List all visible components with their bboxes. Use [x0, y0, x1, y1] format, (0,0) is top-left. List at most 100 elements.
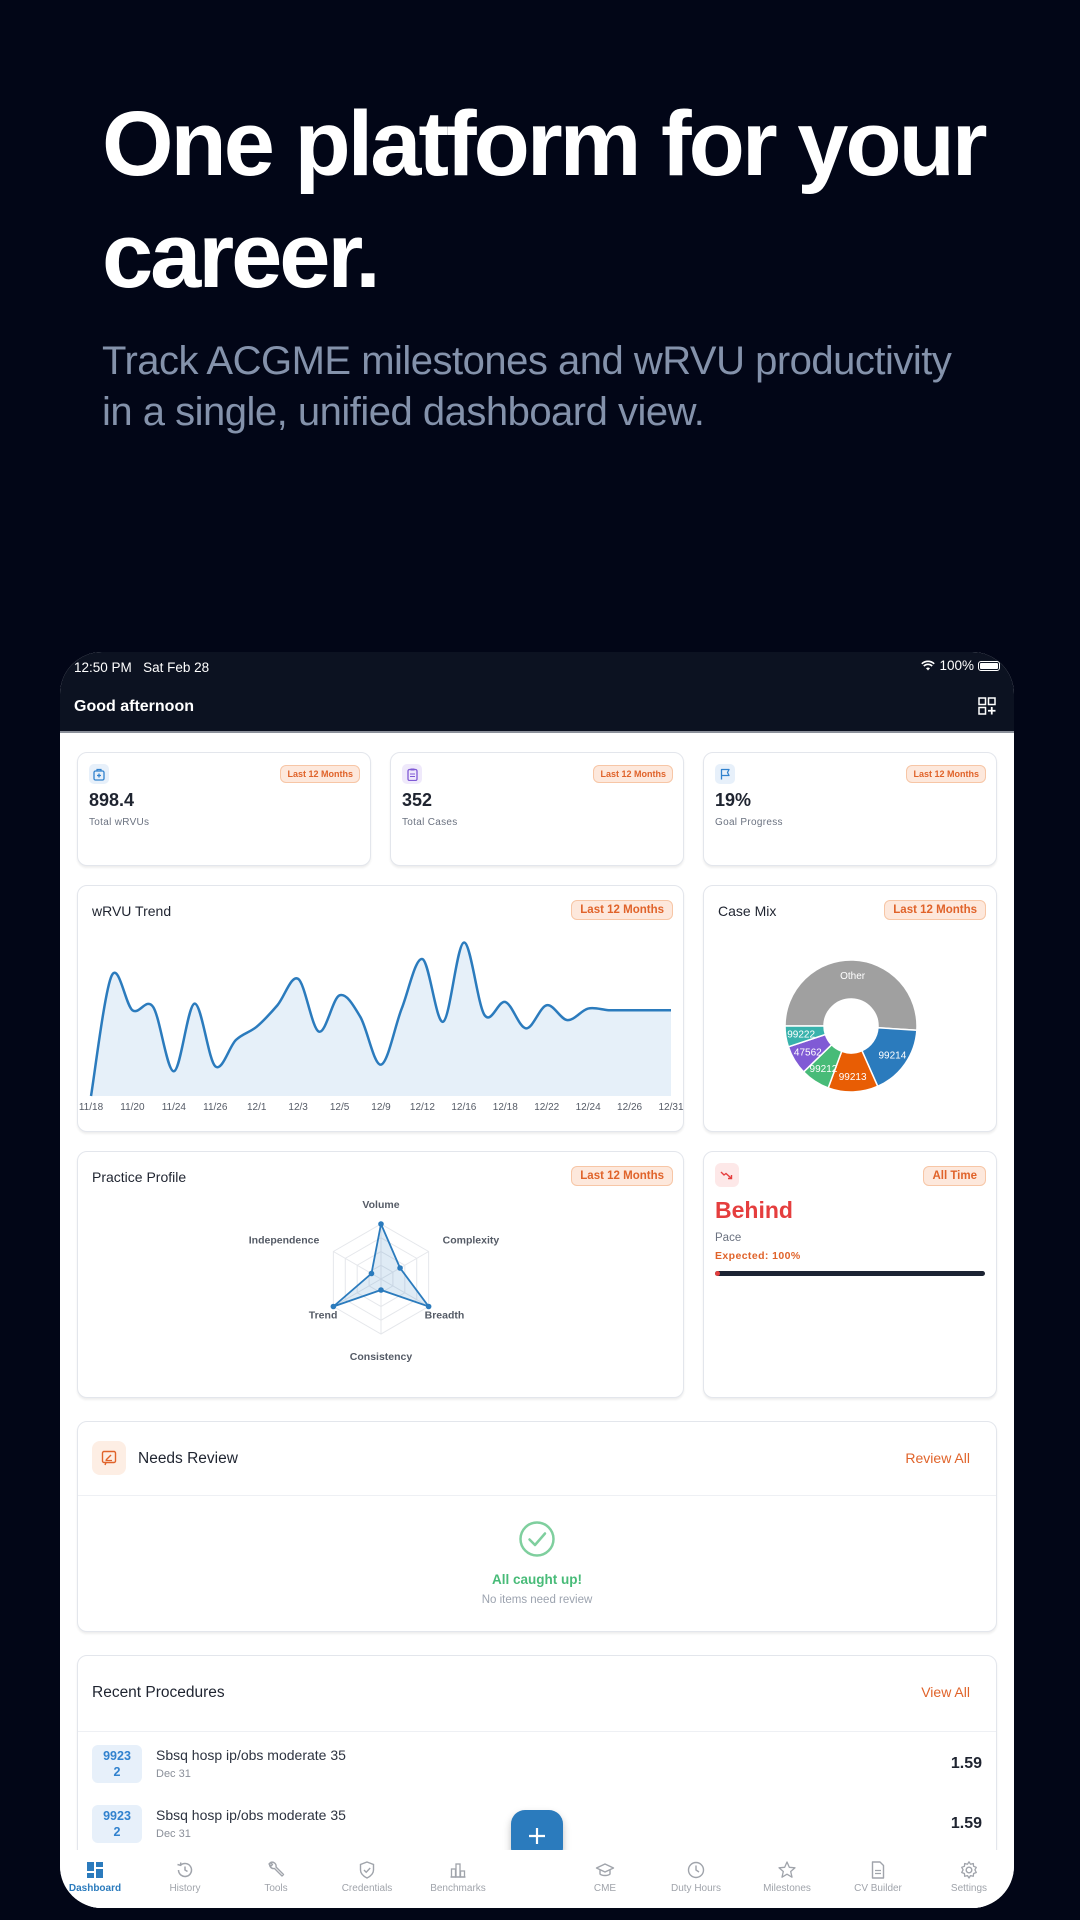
nav-credentials[interactable]: Credentials [323, 1860, 411, 1894]
svg-text:99213: 99213 [839, 1072, 867, 1083]
procedure-code: 9923 2 [92, 1745, 142, 1783]
procedure-code-line1: 9923 [103, 1809, 131, 1823]
customize-widgets-icon[interactable] [978, 697, 996, 715]
pace-expected: Expected: 100% [715, 1250, 801, 1262]
device-screen: 12:50 PM Sat Feb 28 100% Good afternoon … [60, 652, 1014, 1908]
stat-card-wrvus[interactable]: Last 12 Months 898.4 Total wRVUs [77, 752, 371, 866]
procedure-description: Sbsq hosp ip/obs moderate 35 [156, 1807, 346, 1823]
nav-cv-builder[interactable]: CV Builder [834, 1860, 922, 1894]
app-header: 12:50 PM Sat Feb 28 100% Good afternoon [60, 652, 1014, 733]
svg-text:12/12: 12/12 [410, 1102, 435, 1113]
procedure-wrvu: 1.59 [950, 1755, 982, 1772]
procedure-date: Dec 31 [156, 1768, 191, 1780]
shield-check-icon [359, 1861, 375, 1879]
card-title: wRVU Trend [92, 903, 172, 919]
needs-review-card: Needs Review Review All All caught up! N… [77, 1421, 997, 1632]
status-date: Sat Feb 28 [143, 660, 210, 675]
svg-text:Trend: Trend [309, 1310, 338, 1322]
clipboard-icon [402, 764, 422, 784]
document-icon [871, 1861, 885, 1879]
battery-percent: 100% [939, 658, 974, 673]
stat-label: Total Cases [402, 817, 458, 828]
stat-value: 19% [715, 790, 752, 810]
wrench-icon [268, 1861, 285, 1877]
empty-state-subtitle: No items need review [481, 1594, 593, 1606]
svg-text:12/5: 12/5 [330, 1102, 350, 1113]
stat-card-cases[interactable]: Last 12 Months 352 Total Cases [390, 752, 684, 866]
nav-dashboard[interactable]: Dashboard [60, 1860, 139, 1894]
nav-label: Settings [950, 1883, 988, 1894]
stat-label: Total wRVUs [89, 817, 150, 828]
nav-label: Dashboard [68, 1883, 122, 1894]
status-time: 12:50 PM [74, 660, 132, 675]
practice-profile-radar-chart[interactable]: Volume Complexity Breadth Consistency Trend I… [78, 1152, 685, 1399]
procedure-code: 9923 2 [92, 1805, 142, 1843]
nav-history[interactable]: History [141, 1860, 229, 1894]
stat-card-goal[interactable]: Last 12 Months 19% Goal Progress [703, 752, 997, 866]
bottom-nav: Dashboard History Tools Credentials Benc… [60, 1850, 1014, 1908]
history-icon [177, 1862, 193, 1878]
stat-value: 352 [402, 790, 433, 810]
status-indicators: 100% [921, 658, 1000, 673]
wrvu-trend-chart[interactable]: 11/18 11/20 11/24 11/26 12/1 12/3 12/5 12/9 12/1… [78, 886, 685, 1133]
svg-text:47562: 47562 [794, 1048, 822, 1059]
nav-label: Milestones [763, 1883, 811, 1894]
svg-text:11/26: 11/26 [203, 1102, 228, 1113]
check-circle-icon [519, 1521, 555, 1557]
clock-icon [687, 1861, 705, 1879]
svg-text:12/26: 12/26 [617, 1102, 642, 1113]
gear-icon [961, 1861, 977, 1879]
svg-text:12/22: 12/22 [534, 1102, 559, 1113]
nav-milestones[interactable]: Milestones [743, 1860, 831, 1894]
procedure-code-line2: 2 [113, 1825, 121, 1839]
status-time-date: 12:50 PM Sat Feb 28 [74, 660, 209, 675]
procedure-code-line1: 9923 [103, 1749, 131, 1763]
svg-text:99212: 99212 [810, 1064, 838, 1075]
plus-icon [529, 1828, 545, 1844]
empty-state-title: All caught up! [492, 1572, 582, 1587]
svg-text:12/18: 12/18 [493, 1102, 518, 1113]
nav-cme[interactable]: CME [561, 1860, 649, 1894]
nav-label: Benchmarks [430, 1883, 486, 1894]
svg-text:11/18: 11/18 [79, 1102, 104, 1113]
graduation-cap-icon [595, 1863, 615, 1877]
procedure-row[interactable]: 9923 2 Sbsq hosp ip/obs moderate 35 Dec … [78, 1805, 996, 1861]
review-icon [92, 1441, 126, 1475]
nav-benchmarks[interactable]: Benchmarks [414, 1860, 502, 1894]
svg-text:12/31: 12/31 [658, 1102, 683, 1113]
period-badge: Last 12 Months [593, 765, 673, 783]
nav-settings[interactable]: Settings [925, 1860, 1013, 1894]
hero-title: One platform for your career. [102, 93, 988, 307]
period-badge: Last 12 Months [884, 900, 986, 920]
nav-duty-hours[interactable]: Duty Hours [652, 1860, 740, 1894]
view-all-link[interactable]: View All [921, 1684, 970, 1700]
svg-text:Other: Other [840, 971, 866, 982]
pace-progress-fill [715, 1271, 721, 1276]
nav-label: Duty Hours [670, 1883, 721, 1894]
medical-bag-icon [89, 764, 109, 784]
nav-tools[interactable]: Tools [232, 1860, 320, 1894]
dashboard-icon [87, 1862, 103, 1878]
nav-label: CV Builder [854, 1883, 902, 1894]
hero-subtitle: Track ACGME milestones and wRVU producti… [102, 339, 952, 434]
practice-profile-card: Practice Profile Last 12 Months Volume Co… [77, 1151, 684, 1398]
flag-icon [715, 764, 735, 784]
pace-card[interactable]: All Time Behind Pace Expected: 100% [703, 1151, 997, 1398]
review-all-link[interactable]: Review All [905, 1450, 970, 1466]
period-badge: Last 12 Months [571, 1166, 673, 1186]
period-badge: All Time [923, 1166, 986, 1186]
pace-status: Behind [715, 1197, 793, 1223]
svg-text:99222: 99222 [787, 1030, 815, 1041]
procedure-row[interactable]: 9923 2 Sbsq hosp ip/obs moderate 35 Dec … [78, 1745, 996, 1801]
case-mix-card: Case Mix Last 12 Months Other 99214 99213 9… [703, 885, 997, 1132]
needs-review-header: Needs Review Review All [78, 1422, 996, 1496]
svg-text:Independence: Independence [249, 1235, 320, 1247]
svg-text:99214: 99214 [879, 1050, 907, 1061]
pace-progress-bar [715, 1271, 985, 1276]
period-badge: Last 12 Months [280, 765, 360, 783]
stat-value: 898.4 [89, 790, 135, 810]
svg-text:Breadth: Breadth [425, 1310, 465, 1322]
svg-text:Consistency: Consistency [350, 1351, 413, 1363]
svg-text:12/9: 12/9 [371, 1102, 391, 1113]
